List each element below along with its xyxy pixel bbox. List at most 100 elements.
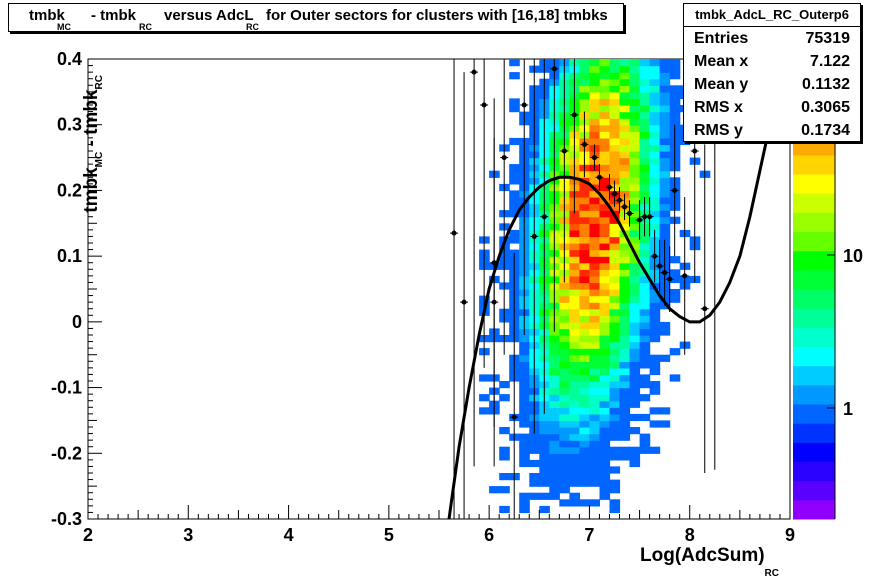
heatmap-cell [649,295,661,303]
heatmap-cell [649,387,661,395]
heatmap-cell [579,466,590,474]
heatmap-cell [559,400,570,408]
heatmap-cell [549,486,560,494]
x-tick-label: 2 [83,525,93,545]
heatmap-cell [629,137,641,146]
colorbar-tick-label: 10 [843,246,863,266]
heatmap-cell [609,249,621,257]
heatmap-cell [609,269,621,277]
heatmap-cell [609,466,621,474]
heatmap-cell [529,473,540,481]
heatmap-cell [629,394,641,402]
heatmap-cell [629,197,641,205]
heatmap-cell [609,78,621,86]
heatmap-cell [579,289,590,297]
heatmap-cell [639,381,651,389]
heatmap-cell [589,137,600,146]
profile-point [596,174,602,180]
heatmap-cell [629,144,641,152]
heatmap-cell [649,289,661,297]
heatmap-cell [629,367,641,376]
heatmap-cell [519,381,530,389]
heatmap-cell [589,466,600,474]
heatmap-cell [639,105,651,113]
heatmap-cell [609,65,621,73]
profile-point [581,141,587,147]
heatmap-cell [609,262,621,270]
profile-point [652,253,658,259]
heatmap-cell [609,348,621,356]
heatmap-cell [589,459,600,468]
stats-value: 0.1734 [801,122,850,139]
heatmap-cell [579,341,590,349]
profile-point [461,299,467,305]
heatmap-cell [569,335,580,343]
x-axis-label: Log(AdcSum)RC [640,545,779,579]
heatmap-cell [599,289,611,297]
heatmap-cell [639,440,651,448]
profile-point [451,230,457,236]
heatmap-cell [509,190,520,198]
heatmap-cell [629,374,641,382]
heatmap-cell [569,302,580,310]
heatmap-cell [589,361,600,369]
heatmap-cell [669,374,681,382]
heatmap-cell [549,446,560,454]
heatmap-cell [589,216,600,224]
heatmap-cell [669,72,681,80]
heatmap-cell [579,223,590,231]
colorbar-swatch [793,327,835,347]
heatmap-cell [589,105,600,113]
heatmap-cell [599,361,611,369]
heatmap-cell [669,65,681,73]
heatmap-cell [619,137,631,146]
x-tick-label: 3 [183,525,193,545]
heatmap-cell [589,315,600,323]
heatmap-cell [579,282,590,290]
profile-point [571,112,577,118]
heatmap-cell [549,367,560,376]
heatmap-cell [619,381,631,389]
profile-point [662,270,668,276]
heatmap-cell [639,91,651,100]
heatmap-cell [579,249,590,257]
heatmap-cell [599,59,611,67]
heatmap-cell [589,473,600,481]
heatmap-cell [529,433,540,441]
heatmap-cell [569,348,580,356]
heatmap-cell [639,249,651,257]
heatmap-cell [589,59,600,67]
heatmap-cell [579,473,590,481]
stats-label: Mean y [694,76,749,93]
heatmap-cell [649,216,661,224]
heatmap-cell [609,321,621,330]
heatmap-cell [629,105,641,113]
heatmap-cell [619,308,631,316]
heatmap-cell [579,315,590,323]
heatmap-cell [509,59,520,67]
heatmap-cell [639,124,651,132]
heatmap-cell [589,367,600,376]
heatmap-cell [629,354,641,362]
heatmap-cell [579,262,590,270]
heatmap-cell [519,348,530,356]
heatmap-cell [599,243,611,251]
heatmap-cell [609,289,621,297]
y-label-sub1: MC [93,151,105,168]
heatmap-cell [629,446,641,454]
heatmap-cell [639,243,651,251]
heatmap-cell [589,479,600,487]
stats-value: 7.122 [809,53,850,70]
colorbar-swatch [793,289,835,309]
heatmap-cell [639,85,651,93]
heatmap-cell [609,282,621,290]
y-label-mid: - tmbk [80,89,102,152]
heatmap-cell [669,85,681,93]
colorbar-swatch [793,442,835,462]
stats-value: 0.1132 [801,76,850,93]
heatmap-cell [519,387,530,395]
heatmap-cell [599,446,611,454]
heatmap-cell [559,446,570,454]
heatmap-cell [619,302,631,310]
